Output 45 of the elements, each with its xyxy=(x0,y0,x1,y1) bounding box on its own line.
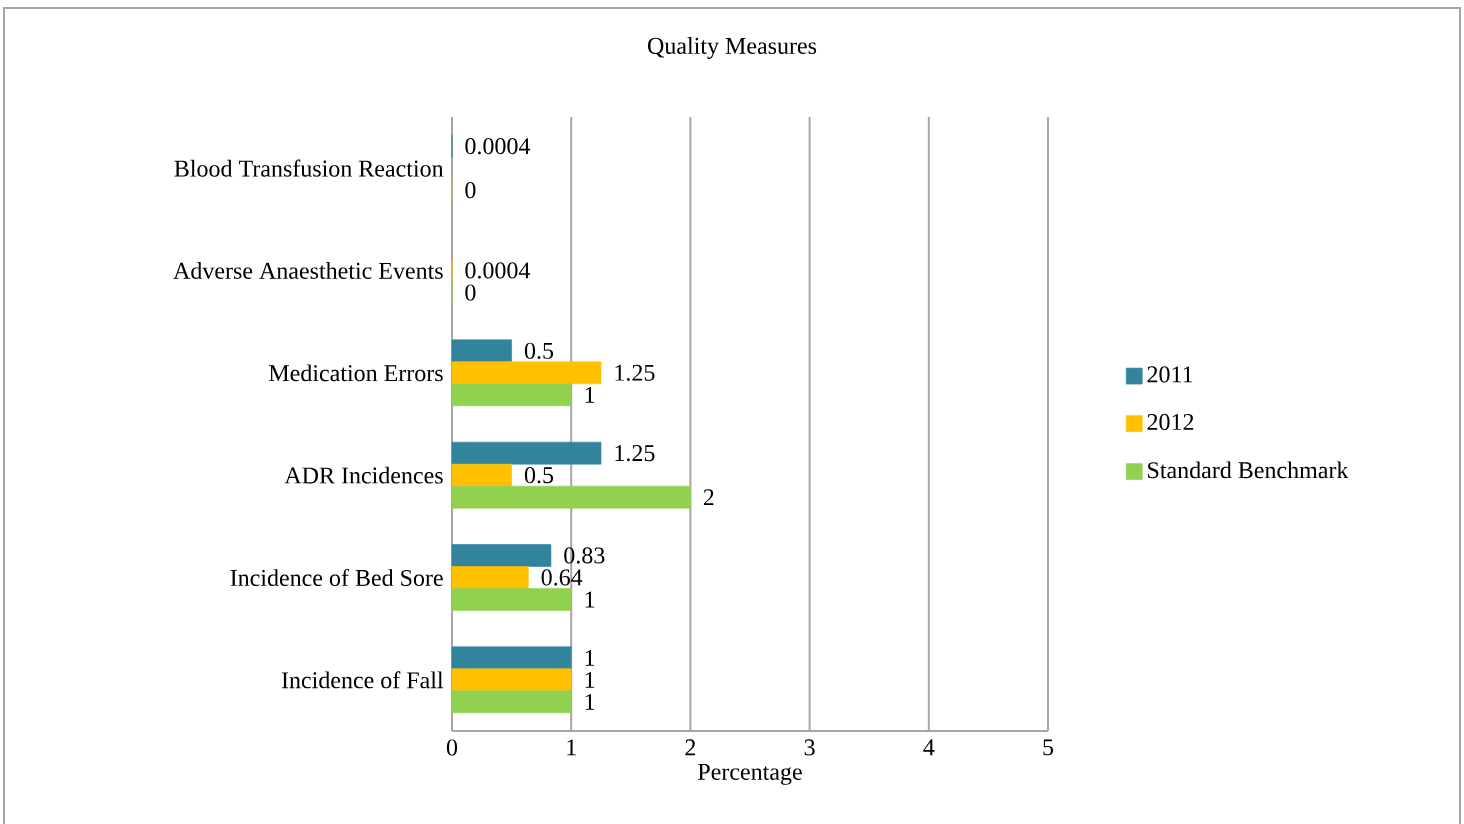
data-label: 1 xyxy=(585,649,595,666)
y-tick-label: Incidence of Bed Sore xyxy=(230,568,443,587)
data-label: 0 xyxy=(465,284,476,301)
data-label: 0.0004 xyxy=(465,138,531,155)
bar xyxy=(451,361,602,385)
data-label: 1 xyxy=(585,693,595,710)
data-label: 1 xyxy=(585,591,595,608)
bar xyxy=(451,383,572,407)
y-tick-label: Incidence of Fall xyxy=(281,671,444,689)
y-tick-label: Medication Errors xyxy=(269,364,443,382)
data-label: 0.5 xyxy=(524,467,554,484)
legend-label: 2011 xyxy=(1147,366,1193,383)
chart-title: Quality Measures xyxy=(648,37,817,59)
legend-label: 2012 xyxy=(1147,413,1194,431)
bar xyxy=(451,646,572,670)
x-tick-label: 3 xyxy=(804,739,815,756)
bar xyxy=(451,588,572,611)
x-tick-label: 4 xyxy=(923,739,935,756)
data-label: 1.25 xyxy=(615,445,655,462)
data-label: 1 xyxy=(585,386,595,403)
bar xyxy=(451,339,512,363)
data-label: 1.25 xyxy=(615,364,655,381)
data-label: 0.5 xyxy=(524,342,554,359)
data-label: 1 xyxy=(585,671,595,688)
x-tick-label: 5 xyxy=(1043,739,1054,756)
data-label: 0.0004 xyxy=(465,262,531,279)
bar xyxy=(451,441,602,465)
bar xyxy=(451,668,572,692)
bar xyxy=(451,566,529,589)
bar xyxy=(451,544,552,567)
x-tick-label: 2 xyxy=(685,739,696,756)
data-label: 2 xyxy=(703,489,714,506)
x-tick-label: 0 xyxy=(446,739,458,756)
data-label: 0 xyxy=(465,182,476,199)
y-tick-label: Blood Transfusion Reaction xyxy=(174,159,444,177)
legend-label: Standard Benchmark xyxy=(1148,461,1349,479)
bar xyxy=(451,463,512,487)
bar xyxy=(451,690,572,714)
y-tick-label: Adverse Anaesthetic Events xyxy=(173,262,443,279)
data-label: 0.64 xyxy=(541,569,583,586)
data-label: 0.83 xyxy=(564,547,605,564)
bar xyxy=(451,485,691,509)
x-tick-label: 1 xyxy=(567,739,576,756)
y-tick-label: ADR Incidences xyxy=(284,466,443,484)
x-axis-title: Percentage xyxy=(698,763,802,785)
